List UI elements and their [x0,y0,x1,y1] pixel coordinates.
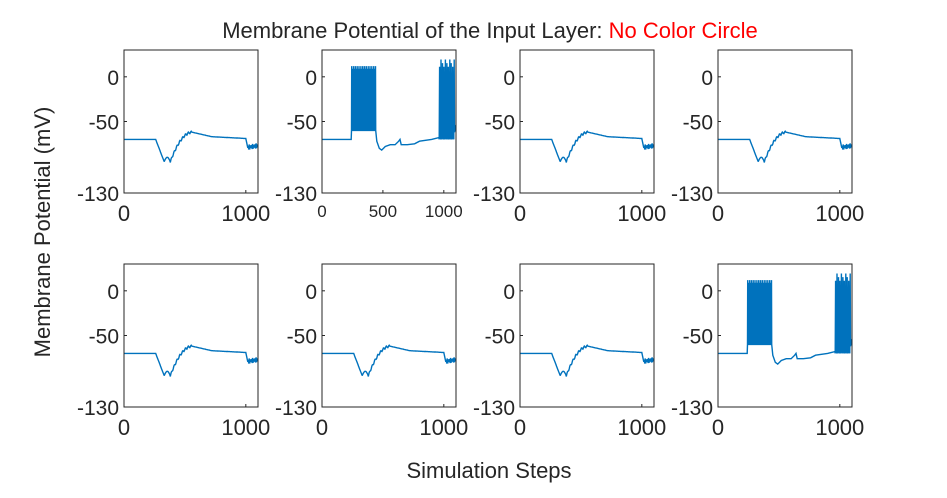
x-tick-label: 0 [118,415,130,440]
x-axis-label: Simulation Steps [406,458,571,483]
x-tick-label: 1000 [617,201,666,226]
membrane-trace-line [718,273,852,366]
x-tick-label: 1000 [419,415,468,440]
subplot-1-3: -130 -50 0 0 1000 [473,49,666,226]
y-tick-label: -50 [683,112,713,135]
subplot-2-2: -130 -50 0 0 1000 [275,263,468,440]
membrane-trace-line [124,130,258,163]
y-tick-label: 0 [107,67,119,90]
x-tick-label: 0 [514,415,526,440]
membrane-trace-line [520,130,654,163]
y-tick-label: -130 [275,397,317,420]
x-tick-label: 0 [317,202,326,221]
x-tick-label: 1000 [221,201,270,226]
y-tick-label: 0 [305,281,317,304]
y-tick-label: -50 [89,326,119,349]
membrane-trace-line [520,344,654,377]
membrane-trace-line [124,344,258,377]
y-tick-label: 0 [701,67,713,90]
y-tick-label: -50 [89,112,119,135]
membrane-trace-line [322,344,456,377]
y-tick-label: -130 [473,397,515,420]
figure-title-main: Membrane Potential of the Input Layer: [222,18,608,43]
y-tick-label: 0 [701,281,713,304]
figure-title: Membrane Potential of the Input Layer: N… [222,18,758,43]
y-tick-label: 0 [305,67,317,90]
x-tick-label: 0 [712,201,724,226]
figure-title-highlight: No Color Circle [609,18,758,43]
membrane-trace-line [718,130,852,163]
subplot-2-4: -130 -50 0 0 1000 [671,263,864,440]
x-tick-label: 0 [514,201,526,226]
subplot-2-3: -130 -50 0 0 1000 [473,263,666,440]
y-tick-label: 0 [503,281,515,304]
y-tick-label: -130 [77,397,119,420]
x-tick-label: 0 [316,415,328,440]
x-tick-label: 1000 [617,415,666,440]
y-tick-label: 0 [503,67,515,90]
subplot-1-2: -130 -50 0 0 500 1000 [275,49,463,221]
y-tick-label: -50 [287,112,317,135]
x-tick-label: 500 [369,202,397,221]
y-tick-label: -130 [77,183,119,206]
x-tick-label: 0 [712,415,724,440]
y-tick-label: -130 [671,397,713,420]
y-tick-label: -130 [473,183,515,206]
x-tick-label: 0 [118,201,130,226]
subplot-1-1: -130 -50 0 0 1000 [77,49,270,226]
y-axis-label: Membrane Potential (mV) [30,107,55,358]
y-tick-label: -130 [671,183,713,206]
y-tick-label: -130 [275,183,317,206]
y-tick-label: -50 [683,326,713,349]
x-tick-label: 1000 [815,415,864,440]
y-tick-label: 0 [107,281,119,304]
membrane-trace-line [322,59,456,152]
x-tick-label: 1000 [815,201,864,226]
y-tick-label: -50 [287,326,317,349]
y-tick-label: -50 [485,112,515,135]
x-tick-label: 1000 [221,415,270,440]
subplot-1-4: -130 -50 0 0 1000 [671,49,864,226]
subplot-2-1: -130 -50 0 0 1000 [77,263,270,440]
y-tick-label: -50 [485,326,515,349]
x-tick-label: 1000 [425,202,463,221]
